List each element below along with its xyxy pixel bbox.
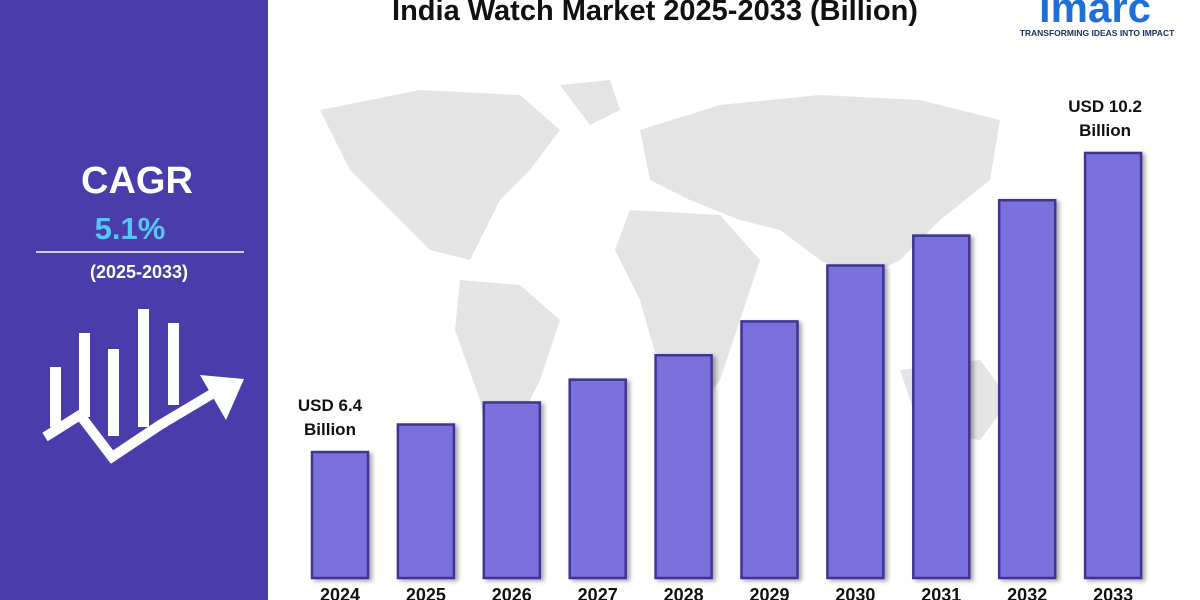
- x-tick-label: 2029: [749, 585, 789, 600]
- x-tick-label: 2024: [320, 585, 360, 600]
- cagr-value: 5.1%: [95, 211, 166, 246]
- x-tick-label: 2026: [492, 585, 532, 600]
- growth-icon: [42, 309, 244, 464]
- bar: [482, 401, 542, 580]
- x-tick-label: 2033: [1093, 585, 1133, 600]
- logo-name: imarc: [1039, 0, 1151, 31]
- bar: [568, 378, 627, 580]
- bar: [654, 354, 713, 580]
- x-tick-label: 2028: [664, 585, 704, 600]
- value-label: USD 10.2 Billion: [1068, 96, 1142, 140]
- chart-title: India Watch Market 2025-2033 (Billion): [392, 0, 918, 27]
- bar: [396, 423, 456, 580]
- bar: [740, 320, 799, 580]
- bar: [997, 198, 1057, 580]
- x-tick-label: 2030: [835, 585, 875, 600]
- bar: [1083, 151, 1143, 580]
- side-panel: [0, 0, 268, 600]
- bar: [310, 450, 370, 580]
- value-label: USD 6.4 Billion: [297, 396, 363, 440]
- cagr-period: (2025-2033): [90, 262, 188, 282]
- bar: [826, 264, 885, 580]
- x-tick-label: 2032: [1007, 585, 1047, 600]
- bar: [912, 234, 971, 580]
- cagr-label: CAGR: [81, 160, 193, 202]
- x-tick-label: 2025: [406, 585, 446, 600]
- logo-tagline: TRANSFORMING IDEAS INTO IMPACT: [1020, 28, 1175, 38]
- x-tick-label: 2027: [578, 585, 618, 600]
- x-tick-label: 2031: [921, 585, 961, 600]
